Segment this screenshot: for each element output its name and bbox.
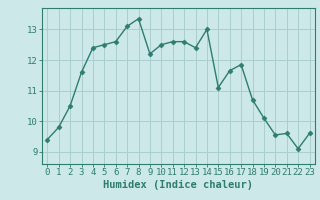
X-axis label: Humidex (Indice chaleur): Humidex (Indice chaleur) <box>103 180 253 190</box>
